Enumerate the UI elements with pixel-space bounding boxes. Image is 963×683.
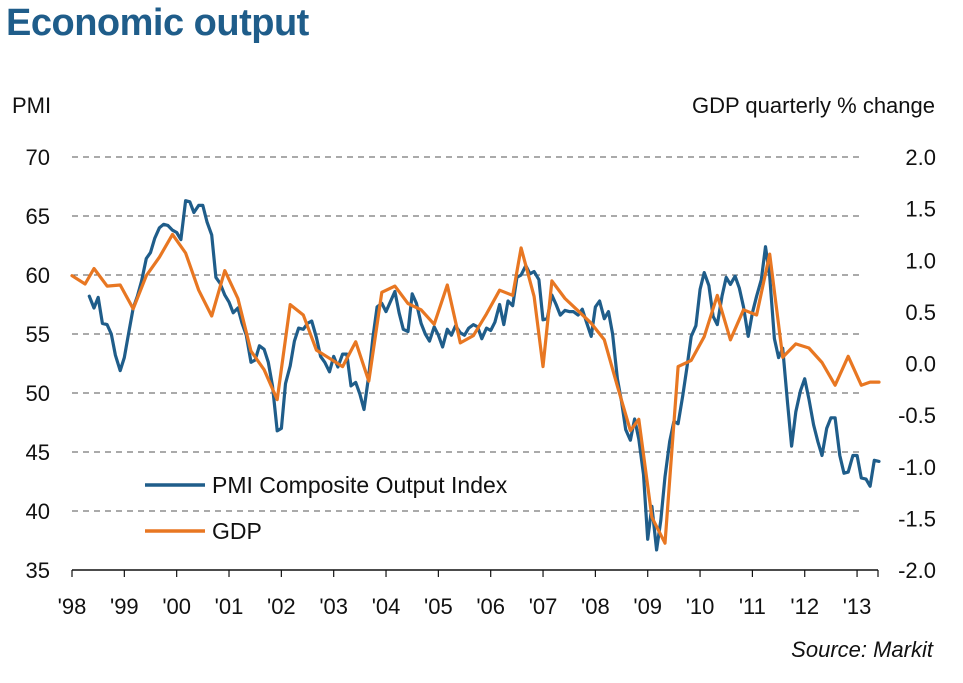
legend: PMI Composite Output Index GDP (140, 466, 560, 546)
left-tick-label: 35 (26, 558, 50, 583)
left-axis-title: PMI (12, 93, 52, 118)
left-tick-label: 55 (26, 322, 50, 347)
right-tick-label: 0.0 (905, 352, 936, 377)
x-tick-label: '10 (686, 594, 715, 619)
x-tick-label: '03 (319, 594, 348, 619)
gdp-line (70, 232, 881, 545)
gridlines (72, 156, 864, 512)
legend-bg (140, 512, 560, 546)
x-tick-label: '09 (633, 594, 662, 619)
legend-label-gdp: GDP (212, 518, 262, 544)
x-tick-label: '98 (58, 594, 87, 619)
left-tick-label: 70 (26, 145, 50, 170)
source-note: Source: Markit (791, 637, 933, 662)
chart-title: Economic output (6, 2, 309, 44)
right-tick-label: 1.0 (905, 248, 936, 273)
x-tick-label: '04 (372, 594, 401, 619)
x-tick-label: '99 (110, 594, 139, 619)
x-tick-label: '06 (476, 594, 505, 619)
x-tick-label: '00 (162, 594, 191, 619)
x-tick-label: '02 (267, 594, 296, 619)
right-tick-label: -1.5 (898, 506, 936, 531)
legend-bg (140, 466, 560, 500)
x-tick-label: '05 (424, 594, 453, 619)
left-tick-label: 65 (26, 204, 50, 229)
right-axis-ticks: -2.0 -1.5 -1.0 -0.5 0.0 0.5 1.0 1.5 2.0 (898, 145, 936, 583)
right-tick-label: -0.5 (898, 403, 936, 428)
right-tick-label: 2.0 (905, 145, 936, 170)
right-tick-label: -2.0 (898, 558, 936, 583)
right-tick-label: 0.5 (905, 300, 936, 325)
right-tick-label: -1.0 (898, 455, 936, 480)
series-lines (70, 199, 881, 552)
left-tick-label: 40 (26, 499, 50, 524)
left-axis-ticks: 35 40 45 50 55 60 65 70 (26, 145, 50, 583)
x-tick-label: '12 (790, 594, 819, 619)
x-tick-label: '11 (739, 594, 766, 619)
left-tick-label: 60 (26, 263, 50, 288)
x-tick-label: '01 (215, 594, 244, 619)
right-tick-label: 1.5 (905, 197, 936, 222)
x-tick-label: '07 (529, 594, 558, 619)
x-tick-label: '08 (581, 594, 610, 619)
x-axis: '98 '99 '00 '01 '02 '03 '04 '05 '06 '07 '08 '09 '10 '… (58, 569, 879, 619)
right-axis-title: GDP quarterly % change (692, 93, 935, 118)
left-tick-label: 50 (26, 381, 50, 406)
left-tick-label: 45 (26, 440, 50, 465)
legend-label-pmi: PMI Composite Output Index (212, 472, 508, 498)
x-tick-label: '13 (843, 594, 872, 619)
